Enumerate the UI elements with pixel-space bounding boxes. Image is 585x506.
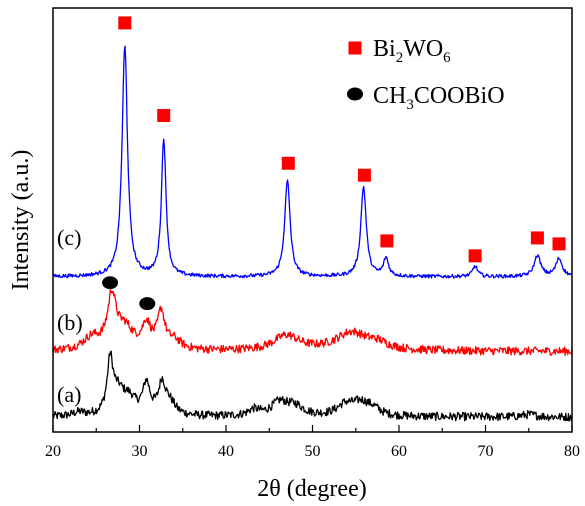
legend-label: CH3COOBiO bbox=[373, 83, 505, 113]
legend-square-icon bbox=[348, 41, 362, 55]
bi2wo6-marker bbox=[357, 168, 371, 182]
x-tick-label: 30 bbox=[132, 443, 148, 460]
bi2wo6-marker bbox=[468, 249, 482, 263]
x-tick-label: 50 bbox=[305, 443, 321, 460]
y-axis-title: Intensity (a.u.) bbox=[8, 150, 34, 291]
bi2wo6-marker bbox=[157, 108, 171, 122]
x-tick-label: 70 bbox=[478, 443, 494, 460]
series-line-2 bbox=[52, 45, 573, 279]
x-tick-label: 40 bbox=[218, 443, 234, 460]
curve-label: (a) bbox=[57, 382, 81, 407]
x-tick-label: 20 bbox=[45, 443, 61, 460]
legend-circle-icon bbox=[347, 87, 363, 101]
bi2wo6-marker bbox=[281, 156, 295, 170]
series-line-1 bbox=[52, 289, 573, 356]
curve-label: (b) bbox=[57, 310, 83, 335]
ch3coobio-marker bbox=[139, 297, 156, 311]
bi2wo6-marker bbox=[552, 237, 566, 251]
legend-label: Bi2WO6 bbox=[373, 36, 451, 66]
bi2wo6-marker bbox=[380, 234, 394, 248]
peak-markers bbox=[102, 16, 566, 311]
x-tick-label: 60 bbox=[391, 443, 407, 460]
x-axis-ticks: 20 30 40 50 60 70 80 bbox=[45, 425, 580, 460]
bi2wo6-marker bbox=[530, 231, 544, 245]
plot-frame bbox=[52, 7, 573, 433]
spectrum-curves bbox=[52, 45, 573, 422]
x-tick-label: 80 bbox=[564, 443, 580, 460]
ch3coobio-marker bbox=[102, 276, 119, 290]
curve-labels: (c) (b) (a) bbox=[57, 225, 83, 407]
legend: Bi2WO6 CH3COOBiO bbox=[347, 36, 505, 113]
curve-label: (c) bbox=[57, 225, 81, 250]
series-line-0 bbox=[52, 350, 573, 422]
x-axis-title: 2θ (degree) bbox=[257, 476, 366, 502]
bi2wo6-marker bbox=[118, 16, 132, 30]
